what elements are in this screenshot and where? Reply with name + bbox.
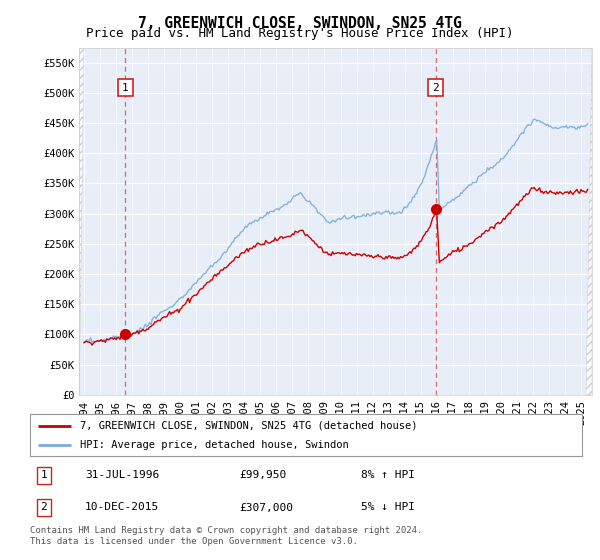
Text: 7, GREENWICH CLOSE, SWINDON, SN25 4TG: 7, GREENWICH CLOSE, SWINDON, SN25 4TG xyxy=(138,16,462,31)
Text: 2: 2 xyxy=(40,502,47,512)
Text: HPI: Average price, detached house, Swindon: HPI: Average price, detached house, Swin… xyxy=(80,440,349,450)
Text: 10-DEC-2015: 10-DEC-2015 xyxy=(85,502,160,512)
Polygon shape xyxy=(586,48,592,395)
Text: Contains HM Land Registry data © Crown copyright and database right 2024.
This d: Contains HM Land Registry data © Crown c… xyxy=(30,526,422,546)
Text: Price paid vs. HM Land Registry's House Price Index (HPI): Price paid vs. HM Land Registry's House … xyxy=(86,27,514,40)
Text: 5% ↓ HPI: 5% ↓ HPI xyxy=(361,502,415,512)
Text: 1: 1 xyxy=(122,82,129,92)
Text: £99,950: £99,950 xyxy=(240,470,287,480)
Text: 31-JUL-1996: 31-JUL-1996 xyxy=(85,470,160,480)
Text: 7, GREENWICH CLOSE, SWINDON, SN25 4TG (detached house): 7, GREENWICH CLOSE, SWINDON, SN25 4TG (d… xyxy=(80,421,417,431)
Text: 8% ↑ HPI: 8% ↑ HPI xyxy=(361,470,415,480)
Text: £307,000: £307,000 xyxy=(240,502,294,512)
Text: 1: 1 xyxy=(40,470,47,480)
Text: 2: 2 xyxy=(433,82,439,92)
Polygon shape xyxy=(79,48,84,395)
